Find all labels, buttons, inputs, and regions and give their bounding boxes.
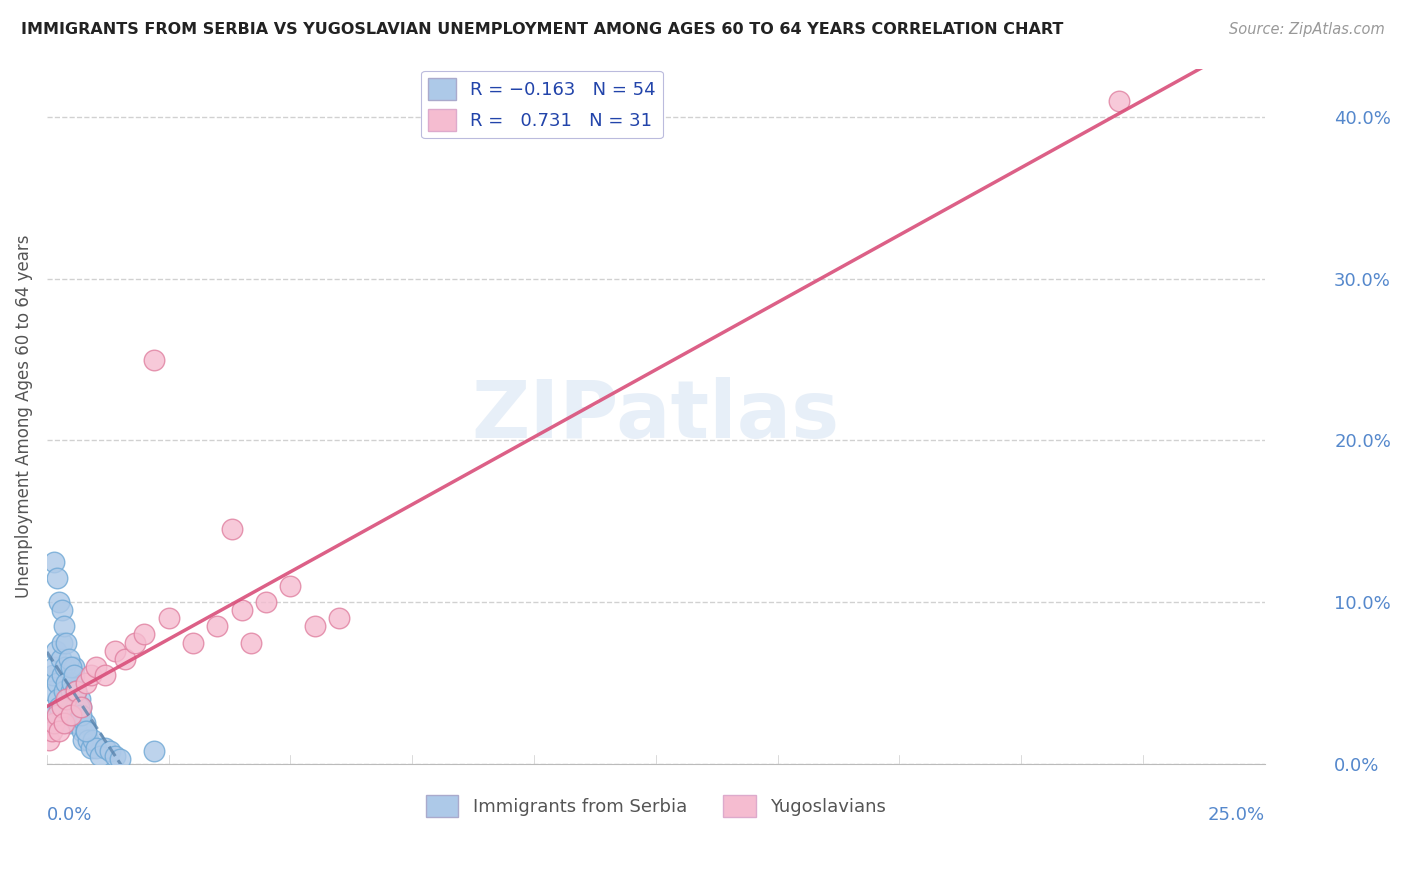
Text: 25.0%: 25.0% [1208,805,1264,823]
Point [51,668,73,682]
Point [62,668,84,682]
Point [104,643,127,657]
Point [44,660,66,674]
Text: ZIPatlas: ZIPatlas [471,377,839,455]
Point [73,716,96,731]
Point [45,571,67,585]
Point [207,619,229,633]
Y-axis label: Unemployment Among Ages 60 to 64 years: Unemployment Among Ages 60 to 64 years [15,235,32,598]
Point [221,522,243,536]
Point [75,676,97,690]
Point [55,635,77,649]
Point [56,692,79,706]
Point [41,684,63,698]
Point [59,716,82,731]
Point [254,595,277,609]
Text: Source: ZipAtlas.com: Source: ZipAtlas.com [1229,22,1385,37]
Text: 0.0%: 0.0% [46,805,93,823]
Point [94,668,117,682]
Point [45,643,67,657]
Point [84,660,107,674]
Point [48,724,70,739]
Point [143,744,166,758]
Point [58,708,80,723]
Point [240,635,263,649]
Point [58,651,80,665]
Point [39,708,62,723]
Point [65,684,87,698]
Legend: Immigrants from Serbia, Yugoslavians: Immigrants from Serbia, Yugoslavians [419,788,893,824]
Point [1108,94,1130,108]
Point [84,740,107,755]
Point [80,668,103,682]
Point [69,692,91,706]
Point [231,603,253,617]
Point [65,684,87,698]
Point [42,668,65,682]
Point [44,716,66,731]
Point [98,744,121,758]
Point [63,684,86,698]
Point [89,748,111,763]
Point [48,595,70,609]
Point [49,651,72,665]
Point [60,708,83,723]
Point [304,619,326,633]
Point [67,700,90,714]
Point [38,732,60,747]
Point [55,660,77,674]
Point [51,603,73,617]
Point [108,752,131,766]
Point [52,716,75,731]
Point [104,748,127,763]
Point [280,579,302,593]
Point [157,611,180,625]
Point [51,700,73,714]
Point [72,732,94,747]
Point [75,724,97,739]
Point [70,708,93,723]
Point [62,660,84,674]
Point [134,627,156,641]
Point [41,724,63,739]
Point [45,708,67,723]
Point [65,700,87,714]
Point [67,708,90,723]
Point [55,676,77,690]
Point [80,740,103,755]
Point [46,692,69,706]
Point [45,676,67,690]
Point [38,716,60,731]
Point [44,555,66,569]
Point [75,724,97,739]
Point [51,635,73,649]
Point [52,619,75,633]
Point [77,732,100,747]
Point [328,611,350,625]
Point [124,635,146,649]
Point [70,700,93,714]
Point [114,651,136,665]
Point [55,692,77,706]
Point [48,700,70,714]
Point [94,740,117,755]
Point [181,635,204,649]
Point [143,352,166,367]
Point [52,684,75,698]
Point [70,724,93,739]
Point [60,660,83,674]
Point [60,684,83,698]
Point [66,716,89,731]
Point [60,676,83,690]
Text: IMMIGRANTS FROM SERBIA VS YUGOSLAVIAN UNEMPLOYMENT AMONG AGES 60 TO 64 YEARS COR: IMMIGRANTS FROM SERBIA VS YUGOSLAVIAN UN… [21,22,1063,37]
Point [70,700,93,714]
Point [82,732,104,747]
